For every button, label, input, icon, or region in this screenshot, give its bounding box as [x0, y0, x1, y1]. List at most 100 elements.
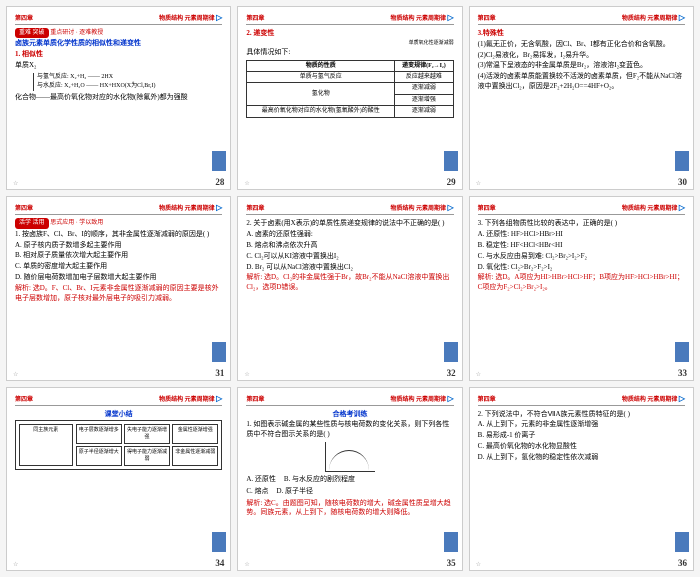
header-left: 第四章	[15, 394, 33, 403]
corner-icon	[675, 151, 689, 171]
slide-31: 第四章 物质结构 元素周期律 ▷ 活学 活用 思式应用 · 学以致用 1. 按卤…	[6, 196, 231, 380]
nav-arrow-icon[interactable]: ▷	[679, 203, 685, 212]
slide-33: 第四章 物质结构 元素周期律 ▷ 3. 下列各组物质性比较的表达中，正确的是( …	[469, 196, 694, 380]
slide-content: 2. 递变性 单质氧化性逐渐减弱 具体情况如下: 物质的性质递变规律(F₂→I₂…	[246, 28, 453, 183]
graph-icon	[325, 442, 375, 472]
answer: 解析: 选D。A项应为HI>HBr>HCl>HF；B项应为HF>HCl>HBr>…	[478, 273, 685, 293]
answer: 解析: 选D。Cl₂的非金属性强于Br，故Br₂不能从NaCl溶液中置换出Cl₂…	[246, 273, 453, 293]
diagram-cell: 原子半径逐渐增大	[76, 446, 122, 466]
header-left: 第四章	[478, 394, 496, 403]
footer-icon: ☆	[476, 180, 481, 187]
td: 逐渐增强	[395, 94, 453, 105]
footer-icon: ☆	[13, 371, 18, 378]
slide-content: 3.特殊性 (1)氟无正价，无含氧酸，因Cl、Br、I都有正化合价和含氧酸。 (…	[478, 28, 685, 183]
line: (4)活泼的卤素单质能置换较不活泼的卤素单质，但F₂不能从NaCl溶液中置换出C…	[478, 72, 685, 92]
nav-arrow-icon[interactable]: ▷	[679, 394, 685, 403]
nav-arrow-icon[interactable]: ▷	[679, 13, 685, 22]
property-table: 物质的性质递变规律(F₂→I₂) 单质与氢气反应反应越来越难 氢化物逐渐减弱 逐…	[246, 60, 453, 118]
diagram-cell: 金属性逐渐增强	[172, 424, 218, 444]
badge: 重难 突破	[15, 28, 49, 38]
answer: 解析: 选C。由题图可知，随核电荷数的增大，碱金属性质呈增大趋势。同族元素，从上…	[246, 499, 453, 519]
diagram-cell: 电子层数逐渐增多	[76, 424, 122, 444]
nav-arrow-icon[interactable]: ▷	[216, 13, 222, 22]
footer-icon: ☆	[476, 371, 481, 378]
slide-header: 第四章 物质结构 元素周期律 ▷	[478, 203, 685, 215]
bracket-line: 与水反应: X₂+H₂O —— HX+HXO(X为Cl,Br,I)	[37, 82, 222, 90]
corner-icon	[444, 342, 458, 362]
option: D. Br₂ 可以从NaCl溶液中置换出Cl₂	[246, 263, 453, 273]
page-number: 33	[678, 368, 687, 378]
line: (2)Cl₂易液化，Br₂易挥发，I₂易升华。	[478, 51, 685, 61]
option: D. 氧化性: Cl₂>Br₂>F₂>I₂	[478, 263, 685, 273]
slide-header: 第四章 物质结构 元素周期律 ▷	[246, 394, 453, 406]
corner-icon	[444, 532, 458, 552]
diagram-left: 同主族元素	[19, 424, 73, 466]
option: A. 从上到下，元素的非金属性逐渐增强	[478, 420, 685, 430]
intro: 具体情况如下:	[246, 48, 453, 58]
center-title: 合格考训练	[246, 410, 453, 420]
header-right: 物质结构 元素周期律 ▷	[622, 394, 685, 403]
corner-icon	[212, 532, 226, 552]
td: 氢化物	[247, 83, 395, 106]
footer-icon: ☆	[244, 371, 249, 378]
nav-arrow-icon[interactable]: ▷	[448, 13, 454, 22]
corner-icon	[212, 342, 226, 362]
slide-header: 第四章 物质结构 元素周期律 ▷	[15, 203, 222, 215]
slide-grid: 第四章 物质结构 元素周期律 ▷ 重难 突破 重点研讨 · 逐难教授 卤族元素单…	[0, 0, 700, 577]
option: A. 卤素的还原性强弱:	[246, 230, 453, 240]
slide-content: 重难 突破 重点研讨 · 逐难教授 卤族元素单质化学性质的相似性和递变性 1. …	[15, 28, 222, 183]
header-right: 物质结构 元素周期律 ▷	[159, 203, 222, 212]
header-left: 第四章	[246, 394, 264, 403]
footer-icon: ☆	[13, 561, 18, 568]
td: 逐渐减弱	[395, 106, 453, 117]
option: B. 易形成-1 价离子	[478, 431, 685, 441]
option: A. 还原性: HF>HCl>HBr>HI	[478, 230, 685, 240]
slide-header: 第四章 物质结构 元素周期律 ▷	[15, 394, 222, 406]
header-right: 物质结构 元素周期律 ▷	[159, 13, 222, 22]
line: 单质X₂	[15, 61, 222, 71]
slide-header: 第四章 物质结构 元素周期律 ▷	[15, 13, 222, 25]
option: C. 与水反应由易到难: Cl₂>Br₂>I₂>F₂	[478, 252, 685, 262]
center-title: 课堂小结	[15, 410, 222, 420]
slide-35: 第四章 物质结构 元素周期律 ▷ 合格考训练 1. 如图表示碱金属的某些性质与核…	[237, 387, 462, 571]
option: C. 单质的密度增大起主要作用	[15, 262, 222, 272]
nav-arrow-icon[interactable]: ▷	[216, 203, 222, 212]
slide-32: 第四章 物质结构 元素周期律 ▷ 2. 关于卤素(用X表示)的单质性质递变规律的…	[237, 196, 462, 380]
td: 逐渐减弱	[395, 83, 453, 94]
option: B. 与水反应的剧烈程度	[284, 475, 355, 485]
option: A. 还原性	[246, 475, 276, 485]
option: D. 随价层电荷数增加电子层数增大起主要作用	[15, 273, 222, 283]
header-left: 第四章	[246, 13, 264, 22]
slide-28: 第四章 物质结构 元素周期律 ▷ 重难 突破 重点研讨 · 逐难教授 卤族元素单…	[6, 6, 231, 190]
th: 递变规律(F₂→I₂)	[395, 60, 453, 71]
slide-content: 合格考训练 1. 如图表示碱金属的某些性质与核电荷数的变化关系，则下列各性质中不…	[246, 409, 453, 564]
footer-icon: ☆	[476, 561, 481, 568]
line: (1)氟无正价，无含氧酸，因Cl、Br、I都有正化合价和含氧酸。	[478, 40, 685, 50]
section-h1: 3.特殊性	[478, 29, 685, 39]
option: C. 最高价氧化物的水化物显酸性	[478, 442, 685, 452]
page-number: 32	[447, 368, 456, 378]
question: 1. 按卤族F、Cl、Br、I的顺序，其非金属性逐渐减弱的原因是( )	[15, 230, 222, 240]
question: 3. 下列各组物质性比较的表达中，正确的是( )	[478, 219, 685, 229]
nav-arrow-icon[interactable]: ▷	[448, 203, 454, 212]
nav-arrow-icon[interactable]: ▷	[216, 394, 222, 403]
option: C. Cl₂可以从KI溶液中置换出I₂	[246, 252, 453, 262]
td: 单质与氢气反应	[247, 71, 395, 82]
page-number: 36	[678, 558, 687, 568]
header-left: 第四章	[15, 13, 33, 22]
line: 化合物——最高价氧化物对应的水化物(除氟外)都为强酸	[15, 93, 222, 103]
header-right: 物质结构 元素周期律 ▷	[390, 394, 453, 403]
option: B. 熔点和沸点依次升高	[246, 241, 453, 251]
nav-arrow-icon[interactable]: ▷	[448, 394, 454, 403]
corner-icon	[212, 151, 226, 171]
main-title: 卤族元素单质化学性质的相似性和递变性	[15, 39, 222, 49]
option: D. 原子半径	[277, 487, 314, 497]
corner-icon	[675, 532, 689, 552]
corner-icon	[675, 342, 689, 362]
option: D. 从上到下，氢化物的稳定性依次减弱	[478, 453, 685, 463]
slide-content: 活学 活用 思式应用 · 学以致用 1. 按卤族F、Cl、Br、I的顺序，其非金…	[15, 218, 222, 373]
td: 最高价氧化物对应的水化物(氢氧酸外)的酸性	[247, 106, 395, 117]
slide-content: 2. 关于卤素(用X表示)的单质性质递变规律的说法中不正确的是( ) A. 卤素…	[246, 218, 453, 373]
page-number: 30	[678, 177, 687, 187]
slide-header: 第四章 物质结构 元素周期律 ▷	[478, 13, 685, 25]
